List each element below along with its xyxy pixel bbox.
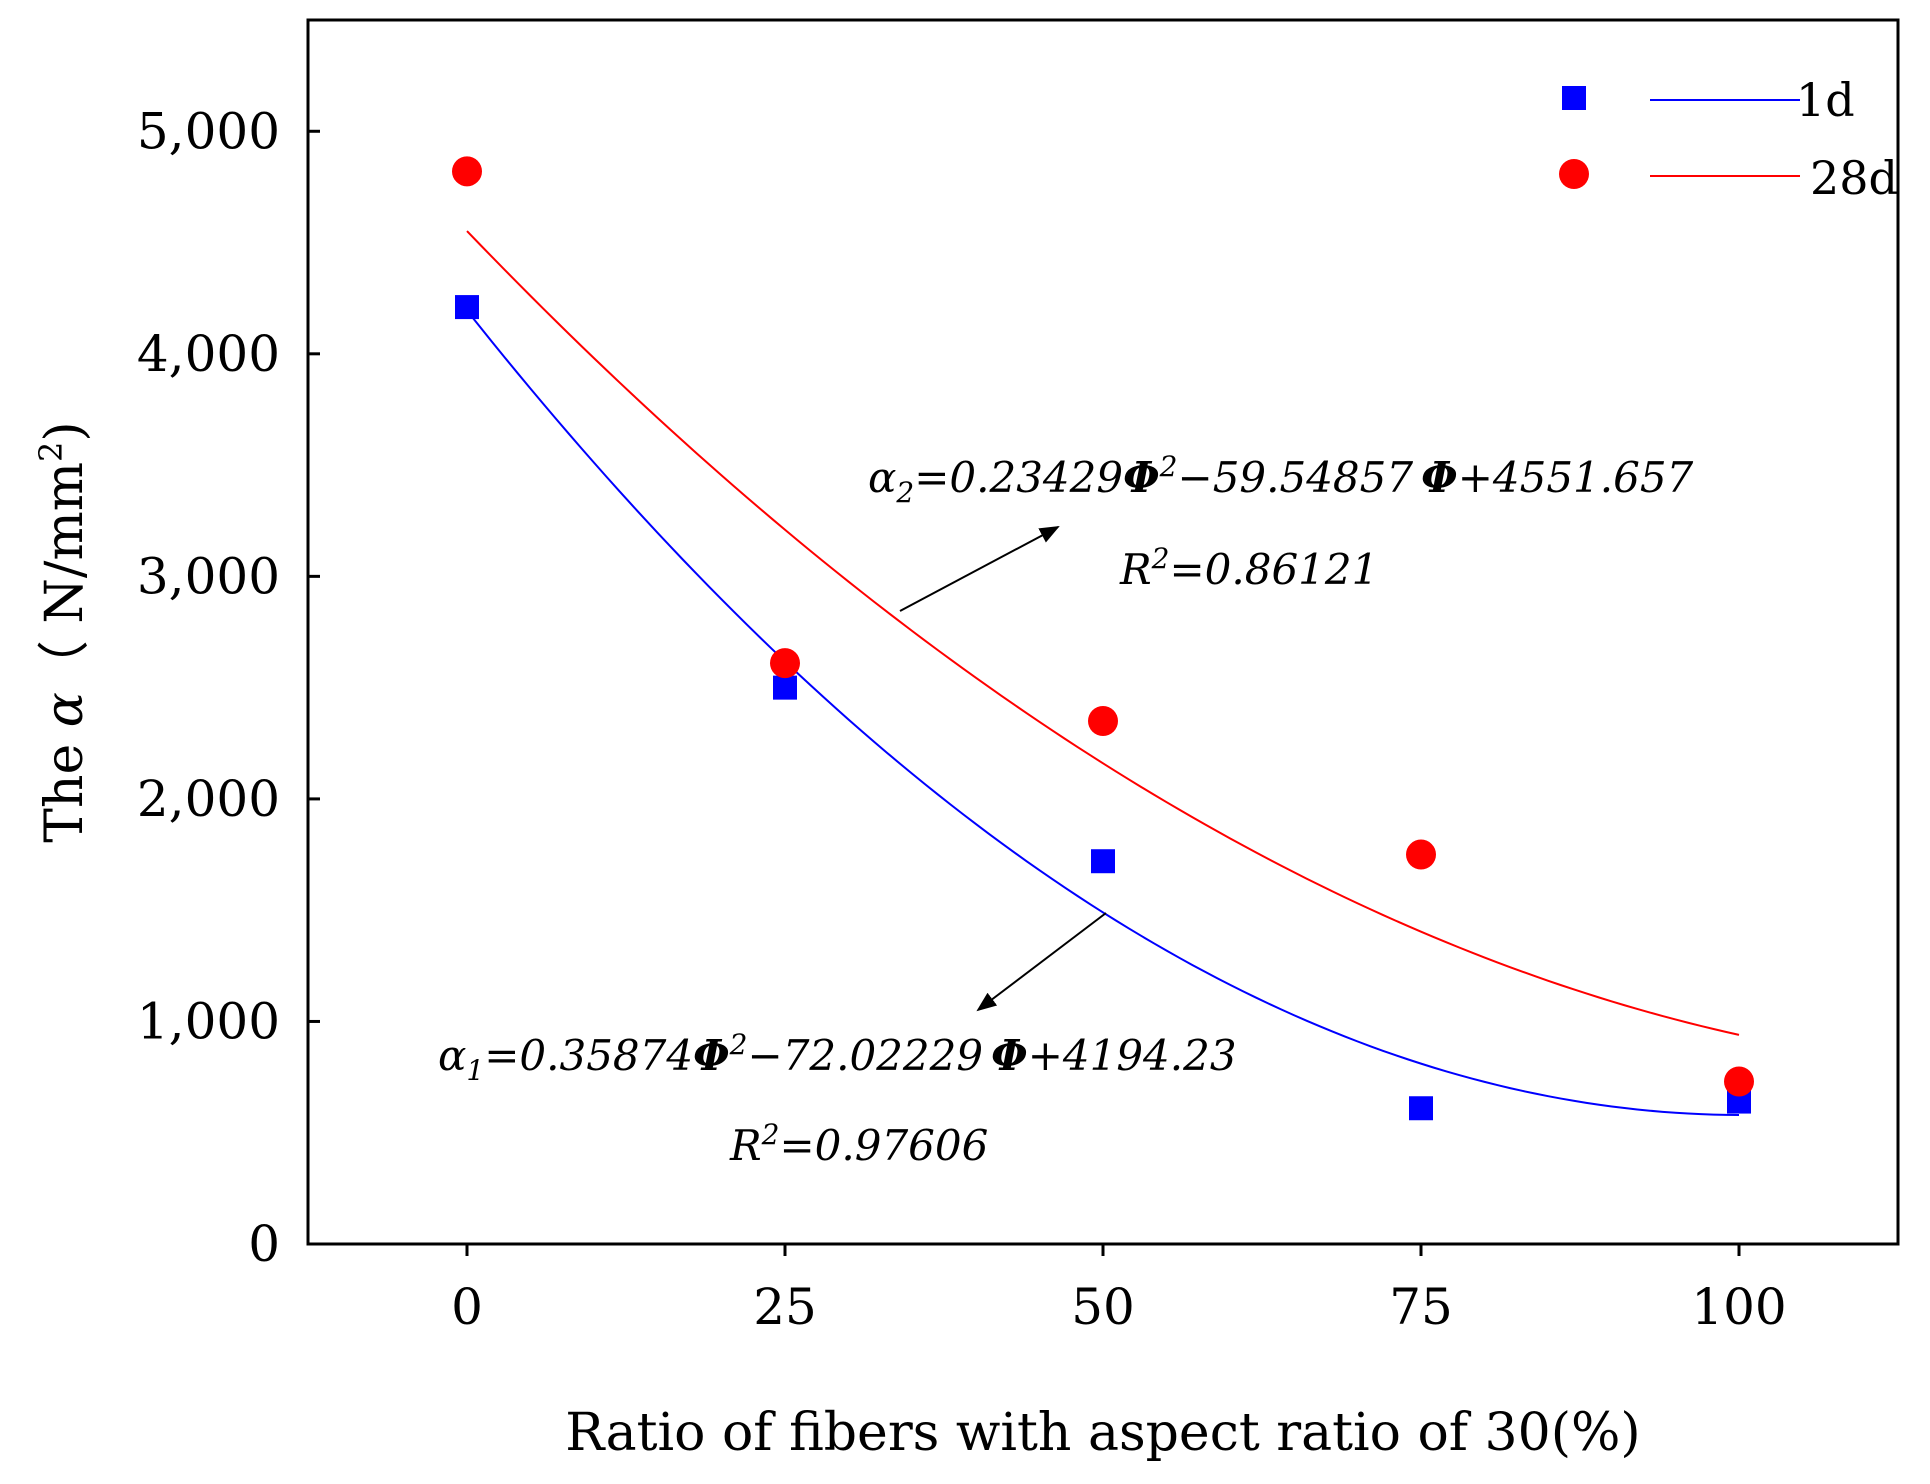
- data-point-28d: [1724, 1066, 1754, 1097]
- equation-1d: α1=0.35874Φ2−72.02229 Φ+4194.23: [438, 1028, 1237, 1087]
- data-point-1d: [1091, 849, 1115, 874]
- annotation-arrow-28d: [899, 526, 1060, 612]
- y-tick-label: 0: [248, 1215, 280, 1273]
- data-point-28d: [452, 156, 482, 187]
- y-tick-label: 5,000: [137, 102, 280, 160]
- y-tick-label: 2,000: [137, 770, 280, 828]
- x-tick-label: 25: [753, 1278, 817, 1336]
- x-axis-title: Ratio of fibers with aspect ratio of 30(…: [565, 1403, 1640, 1463]
- data-point-28d: [1088, 706, 1118, 737]
- y-axis-title: The α（ N/mm2): [32, 421, 95, 842]
- fit-curve-1d: [466, 309, 1740, 1117]
- legend-label-1d: 1d: [1796, 73, 1855, 127]
- y-tick-label: 4,000: [137, 325, 280, 383]
- x-tick-label: 50: [1071, 1278, 1135, 1336]
- x-axis-ticks: 0 25 50 75 100: [451, 1244, 1787, 1336]
- data-point-1d: [455, 295, 479, 320]
- legend-label-28d: 28d: [1810, 151, 1898, 205]
- x-tick-label: 75: [1389, 1278, 1453, 1336]
- y-axis-ticks: 0 1,000 2,000 3,000 4,000 5,000: [137, 102, 320, 1273]
- annotation-arrow-1d: [976, 912, 1107, 1012]
- fit-curve-28d: [466, 230, 1740, 1036]
- y-tick-label: 3,000: [137, 547, 280, 605]
- series-1d-points: [455, 295, 1751, 1121]
- legend-marker-28d: [1559, 159, 1589, 189]
- data-point-28d: [1406, 839, 1436, 870]
- data-point-1d: [773, 675, 797, 700]
- r2-28d: R2=0.86121: [1119, 542, 1378, 594]
- equation-28d: α2=0.23429Φ2−59.54857 Φ+4551.657: [868, 450, 1694, 509]
- series-28d-points: [452, 156, 1754, 1097]
- data-point-1d: [1409, 1096, 1433, 1121]
- r2-1d: R2=0.97606: [729, 1118, 988, 1170]
- legend: 1d 28d: [1559, 73, 1898, 205]
- x-tick-label: 0: [451, 1278, 483, 1336]
- x-tick-label: 100: [1691, 1278, 1786, 1336]
- y-tick-label: 1,000: [137, 992, 280, 1050]
- legend-marker-1d: [1562, 86, 1586, 110]
- data-point-28d: [770, 648, 800, 679]
